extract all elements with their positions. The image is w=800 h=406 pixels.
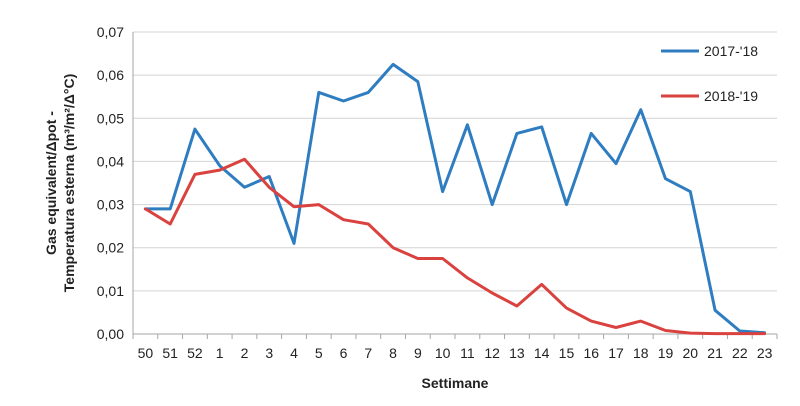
x-tick-label: 15 xyxy=(559,345,575,361)
y-axis-title-line-1: Gas equivalent/Δpot - xyxy=(43,111,59,255)
axes xyxy=(132,32,777,335)
x-tick-label: 14 xyxy=(534,345,550,361)
x-tick-label: 17 xyxy=(608,345,624,361)
x-tick-label: 7 xyxy=(364,345,372,361)
x-tick-label: 6 xyxy=(340,345,348,361)
y-tick-label: 0,00 xyxy=(97,326,124,342)
y-tick-labels: 0,00 0,01 0,02 0,03 0,04 0,05 0,06 0,07 xyxy=(97,24,124,342)
y-tick-label: 0,04 xyxy=(97,153,124,169)
series-lines xyxy=(143,62,767,336)
x-tick-label: 51 xyxy=(162,345,178,361)
x-tick-label: 50 xyxy=(138,345,154,361)
x-axis-title: Settimane xyxy=(422,375,489,391)
y-axis-title-line-2: Temperatura esterna (m³/m²/Δ°C) xyxy=(61,74,77,292)
x-tick-label: 2 xyxy=(241,345,249,361)
x-tick-label: 22 xyxy=(732,345,748,361)
x-tick-label: 23 xyxy=(757,345,773,361)
series-line-2 xyxy=(143,157,767,336)
x-tick-label: 1 xyxy=(216,345,224,361)
x-tick-label: 10 xyxy=(435,345,451,361)
x-tick-label: 4 xyxy=(290,345,298,361)
x-tick-label: 9 xyxy=(414,345,422,361)
x-tick-label: 52 xyxy=(187,345,203,361)
series-line-1 xyxy=(143,62,767,335)
x-tick-label: 12 xyxy=(484,345,500,361)
legend: 2017-'18 2018-'19 xyxy=(661,43,758,104)
x-tick-label: 8 xyxy=(389,345,397,361)
y-tick-label: 0,02 xyxy=(97,240,124,256)
x-tick-label: 18 xyxy=(633,345,649,361)
legend-label: 2017-'18 xyxy=(704,43,758,59)
x-tick-label: 19 xyxy=(658,345,674,361)
x-tick-label: 13 xyxy=(509,345,525,361)
x-tick-label: 16 xyxy=(583,345,599,361)
x-tick-label: 20 xyxy=(683,345,699,361)
y-tick-label: 0,06 xyxy=(97,67,124,83)
y-tick-label: 0,01 xyxy=(97,283,124,299)
x-tick-label: 11 xyxy=(460,345,475,361)
y-tick-label: 0,05 xyxy=(97,110,124,126)
legend-label: 2018-'19 xyxy=(704,88,758,104)
x-tick-label: 3 xyxy=(265,345,273,361)
y-tick-label: 0,03 xyxy=(97,197,124,213)
x-tick-labels: 50 51 52 1 2 3 4 5 6 7 8 9 10 11 12 13 14 15 16 17 18 19 20 21 2… xyxy=(132,334,778,361)
y-tick-label: 0,07 xyxy=(97,24,124,40)
x-tick-label: 5 xyxy=(315,345,323,361)
x-tick-label: 21 xyxy=(707,345,723,361)
